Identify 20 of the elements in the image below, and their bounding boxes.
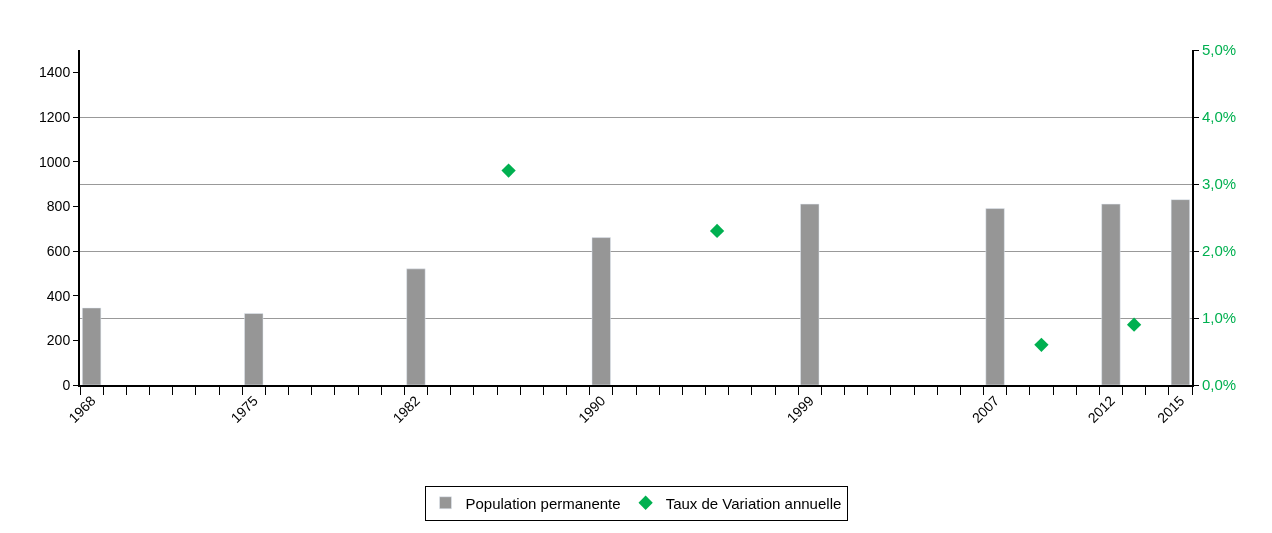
y2-tick-label: 0,0% [1202, 376, 1237, 394]
y-tick-label: 800 [46, 198, 71, 215]
point [1126, 317, 1142, 332]
legend-label: Taux de Variation annuelle [665, 494, 842, 512]
y-tick-label: 1400 [39, 64, 71, 81]
y-tick-label: 200 [46, 332, 71, 349]
y2-tick-label: 2,0% [1202, 242, 1237, 260]
y2-tick-label: 4,0% [1202, 108, 1237, 126]
y-tick-label: 1200 [39, 108, 71, 125]
y-tick-label: 400 [46, 287, 71, 304]
y2-tick-label: 3,0% [1202, 175, 1237, 193]
point [501, 163, 516, 178]
point [709, 223, 725, 239]
y2-tick-label: 1,0% [1202, 309, 1237, 327]
legend-label: Population permanente [465, 494, 621, 512]
y-tick-label: 1000 [39, 153, 71, 170]
point [1034, 337, 1049, 352]
y-tick-label: 0 [62, 376, 71, 393]
y2-tick-label: 5,0% [1202, 41, 1237, 59]
y-tick-label: 600 [46, 242, 71, 259]
